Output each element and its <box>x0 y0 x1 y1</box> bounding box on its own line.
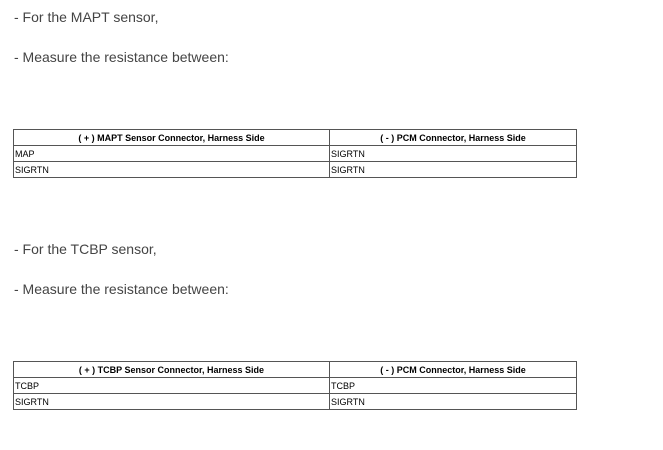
table-row: SIGRTN SIGRTN <box>13 161 577 178</box>
cell: TCBP <box>13 377 330 394</box>
cell: MAP <box>13 145 330 162</box>
header-positive: ( + ) TCBP Sensor Connector, Harness Sid… <box>13 361 330 378</box>
mapt-resistance-table: ( + ) MAPT Sensor Connector, Harness Sid… <box>13 129 577 178</box>
cell: SIGRTN <box>13 393 330 410</box>
table-row: TCBP TCBP <box>13 377 577 394</box>
cell: SIGRTN <box>329 145 577 162</box>
header-positive: ( + ) MAPT Sensor Connector, Harness Sid… <box>13 129 330 146</box>
tcbp-resistance-table: ( + ) TCBP Sensor Connector, Harness Sid… <box>13 361 577 410</box>
cell: SIGRTN <box>329 393 577 410</box>
header-negative: ( - ) PCM Connector, Harness Side <box>329 129 577 146</box>
table-row: MAP SIGRTN <box>13 145 577 162</box>
cell: SIGRTN <box>13 161 330 178</box>
tcbp-instruction: - Measure the resistance between: <box>14 281 229 297</box>
cell: TCBP <box>329 377 577 394</box>
mapt-instruction: - Measure the resistance between: <box>14 49 229 65</box>
cell: SIGRTN <box>329 161 577 178</box>
mapt-intro: - For the MAPT sensor, <box>14 9 159 25</box>
tcbp-intro: - For the TCBP sensor, <box>14 241 157 257</box>
header-negative: ( - ) PCM Connector, Harness Side <box>329 361 577 378</box>
table-row: SIGRTN SIGRTN <box>13 393 577 410</box>
